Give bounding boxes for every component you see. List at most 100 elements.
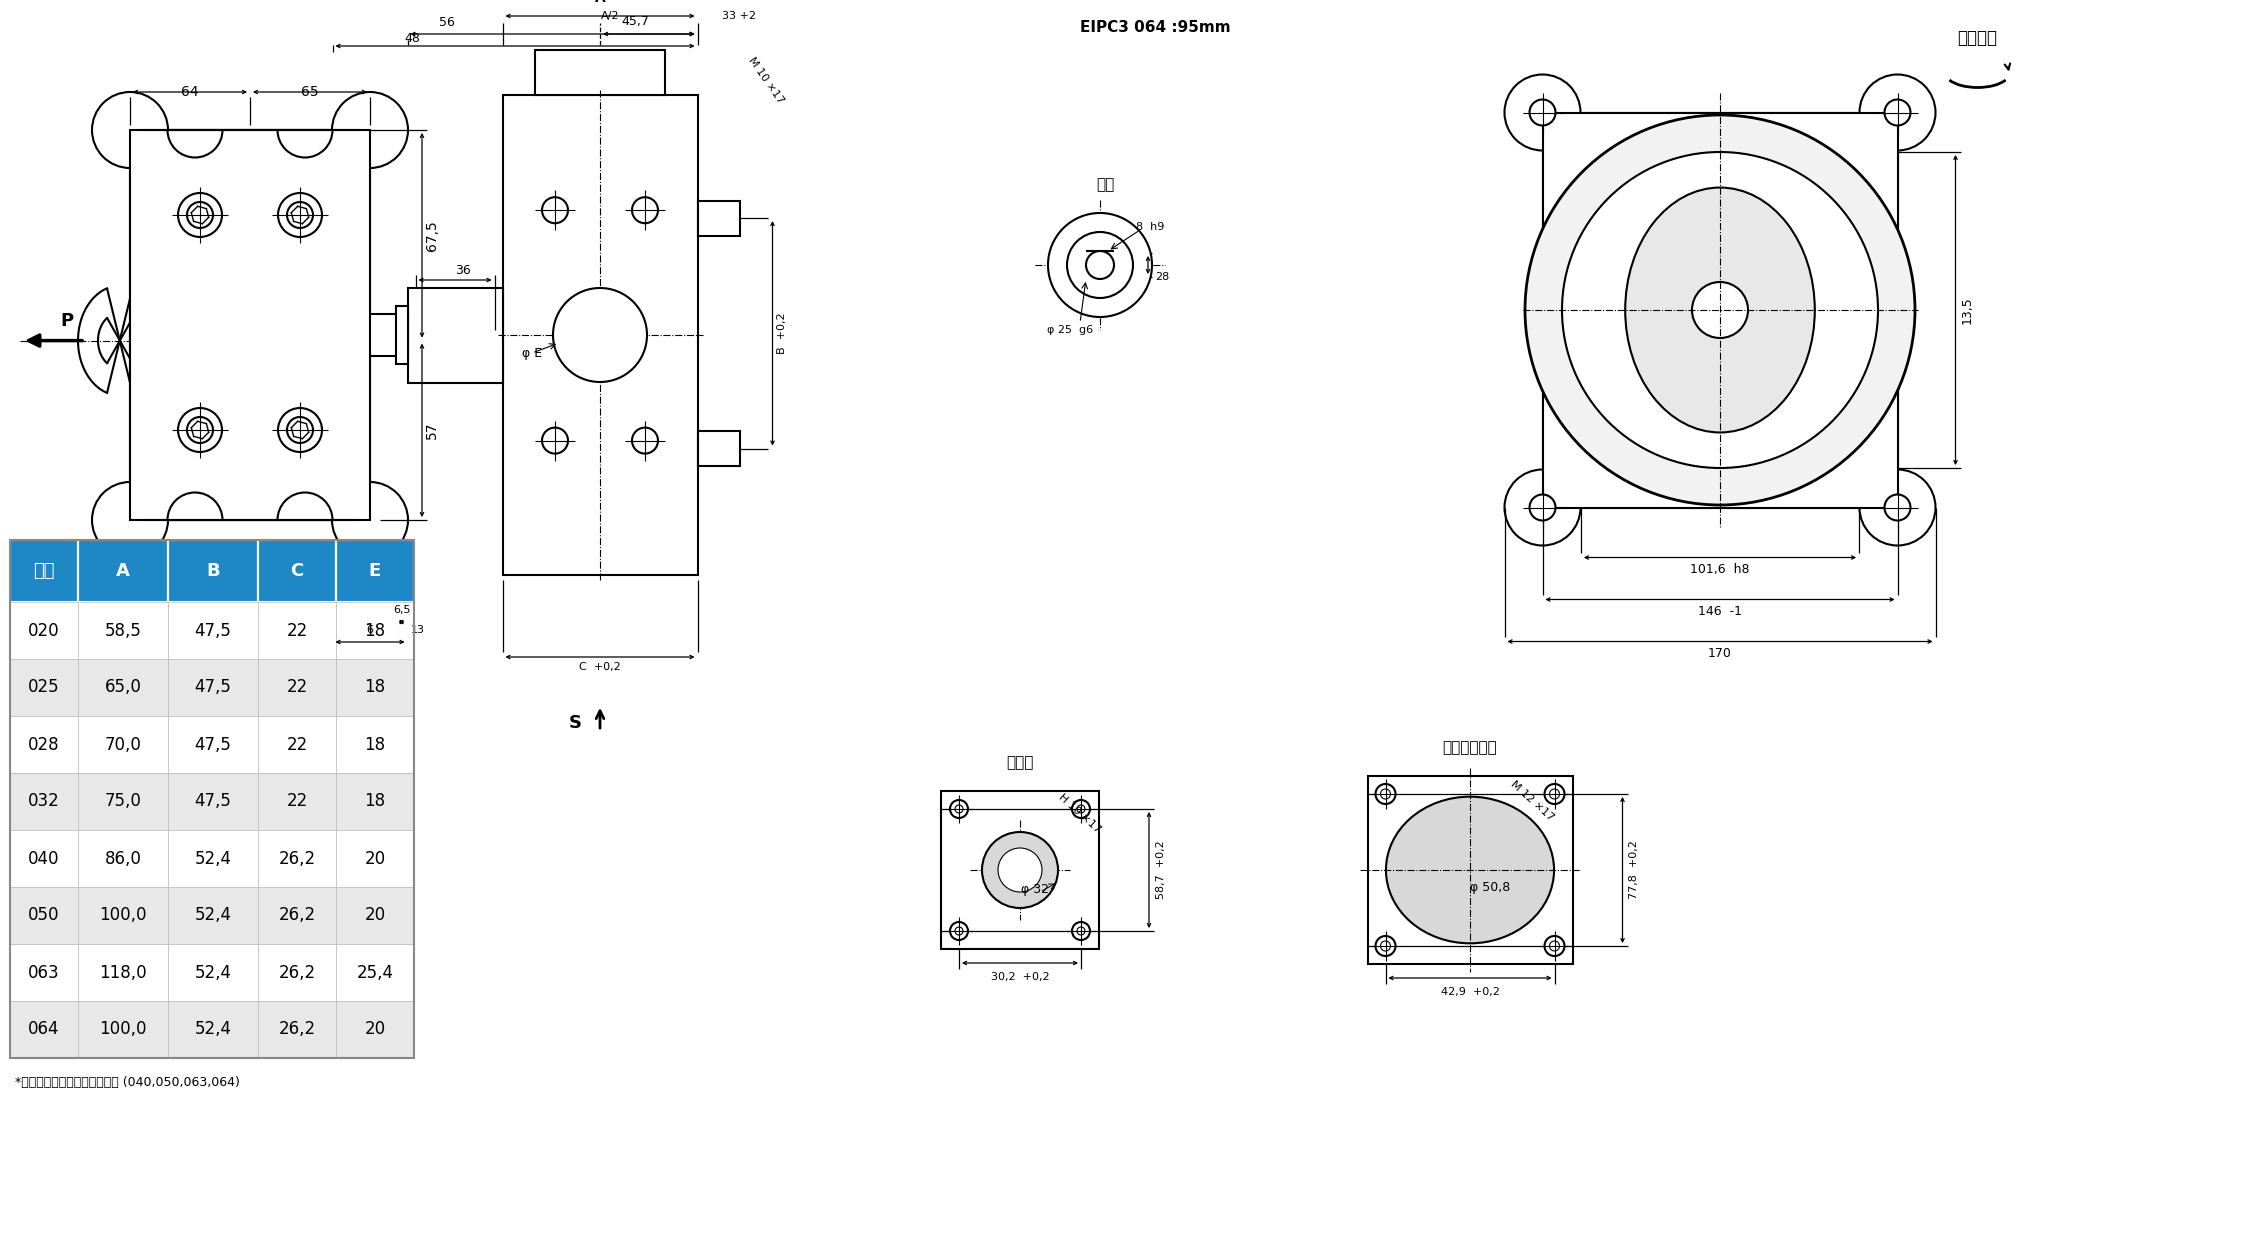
Bar xyxy=(395,307,408,363)
Bar xyxy=(336,659,415,716)
Text: 18: 18 xyxy=(365,679,386,697)
Circle shape xyxy=(541,428,569,454)
Circle shape xyxy=(981,832,1058,908)
Bar xyxy=(79,772,167,831)
Bar xyxy=(9,602,79,659)
Bar xyxy=(131,130,370,520)
Bar xyxy=(336,772,415,831)
Text: 146  -1: 146 -1 xyxy=(1699,604,1742,618)
Text: 18: 18 xyxy=(365,735,386,754)
Bar xyxy=(9,540,79,602)
Circle shape xyxy=(277,408,323,452)
Text: 入油口: 入油口 xyxy=(1006,755,1033,770)
Text: 18: 18 xyxy=(365,622,386,639)
Text: 轴心: 轴心 xyxy=(1096,178,1114,193)
Text: 52,4: 52,4 xyxy=(194,849,232,868)
Text: 050: 050 xyxy=(29,906,59,925)
Text: 52,4: 52,4 xyxy=(194,964,232,981)
Circle shape xyxy=(92,482,167,557)
Text: 56: 56 xyxy=(440,16,456,28)
Bar xyxy=(79,540,167,602)
Text: 20: 20 xyxy=(365,906,386,925)
Circle shape xyxy=(332,482,408,557)
Bar xyxy=(336,944,415,1001)
Bar xyxy=(79,659,167,716)
Circle shape xyxy=(1525,115,1915,506)
Text: φ E: φ E xyxy=(521,346,541,360)
Text: 47,5: 47,5 xyxy=(194,735,232,754)
Bar xyxy=(9,944,79,1001)
Text: B  +0,2: B +0,2 xyxy=(778,313,787,353)
Bar xyxy=(167,716,257,772)
Text: 25,4: 25,4 xyxy=(356,964,393,981)
Bar xyxy=(9,831,79,887)
Text: 26,2: 26,2 xyxy=(277,849,316,868)
Text: S: S xyxy=(569,714,582,732)
Circle shape xyxy=(1376,784,1396,803)
Bar xyxy=(257,602,336,659)
Bar xyxy=(941,791,1099,949)
Bar xyxy=(257,944,336,1001)
Text: 64: 64 xyxy=(180,85,199,99)
Text: A/2: A/2 xyxy=(600,11,618,21)
Text: C: C xyxy=(291,562,305,580)
Circle shape xyxy=(950,922,968,941)
Circle shape xyxy=(1381,789,1390,798)
Bar xyxy=(79,831,167,887)
Text: φ 25  g6: φ 25 g6 xyxy=(1047,325,1094,335)
Text: 57: 57 xyxy=(424,421,440,439)
Text: 尺寸: 尺寸 xyxy=(34,562,54,580)
Bar xyxy=(9,772,79,831)
Circle shape xyxy=(632,198,659,224)
Bar xyxy=(1543,112,1897,508)
Text: 65,0: 65,0 xyxy=(104,679,142,697)
Circle shape xyxy=(178,408,221,452)
Bar xyxy=(336,540,415,602)
Circle shape xyxy=(1072,922,1090,941)
Text: 6: 6 xyxy=(365,625,374,635)
Text: A: A xyxy=(115,562,131,580)
Bar xyxy=(257,540,336,602)
Text: 025: 025 xyxy=(27,679,61,697)
Circle shape xyxy=(1545,936,1563,955)
Circle shape xyxy=(1859,74,1936,151)
Text: 75,0: 75,0 xyxy=(104,792,142,811)
Circle shape xyxy=(287,417,314,442)
Text: C  +0,2: C +0,2 xyxy=(580,662,620,672)
Text: 118,0: 118,0 xyxy=(99,964,147,981)
Bar xyxy=(131,130,370,520)
Bar xyxy=(79,944,167,1001)
Bar xyxy=(332,314,408,356)
Bar xyxy=(257,716,336,772)
Text: 回转方向: 回转方向 xyxy=(1958,28,1997,47)
Text: 13: 13 xyxy=(411,625,424,635)
Circle shape xyxy=(1545,784,1563,803)
Bar xyxy=(1367,776,1572,964)
Text: 20: 20 xyxy=(365,849,386,868)
Bar xyxy=(9,540,415,1058)
Circle shape xyxy=(1505,74,1581,151)
Text: H 10 ×17: H 10 ×17 xyxy=(1058,791,1103,834)
Text: φ 50,8: φ 50,8 xyxy=(1471,881,1509,895)
Text: 18: 18 xyxy=(365,792,386,811)
Bar xyxy=(167,540,257,602)
Bar xyxy=(167,602,257,659)
Bar xyxy=(336,716,415,772)
Text: 47,5: 47,5 xyxy=(194,792,232,811)
Bar xyxy=(336,887,415,944)
Bar xyxy=(257,831,336,887)
Circle shape xyxy=(954,805,963,813)
Circle shape xyxy=(1884,494,1911,520)
Text: 020: 020 xyxy=(27,622,61,639)
Text: 28: 28 xyxy=(1155,272,1169,282)
Text: 45,7: 45,7 xyxy=(620,16,650,28)
Circle shape xyxy=(1550,941,1559,950)
Circle shape xyxy=(1859,470,1936,545)
Text: 33 +2: 33 +2 xyxy=(722,11,756,21)
Bar xyxy=(9,1001,79,1058)
Text: 8  h9: 8 h9 xyxy=(1135,222,1164,232)
Text: M 10 ×17: M 10 ×17 xyxy=(747,54,785,105)
Text: 20: 20 xyxy=(365,1021,386,1038)
Text: 47,5: 47,5 xyxy=(194,679,232,697)
Circle shape xyxy=(1376,936,1396,955)
